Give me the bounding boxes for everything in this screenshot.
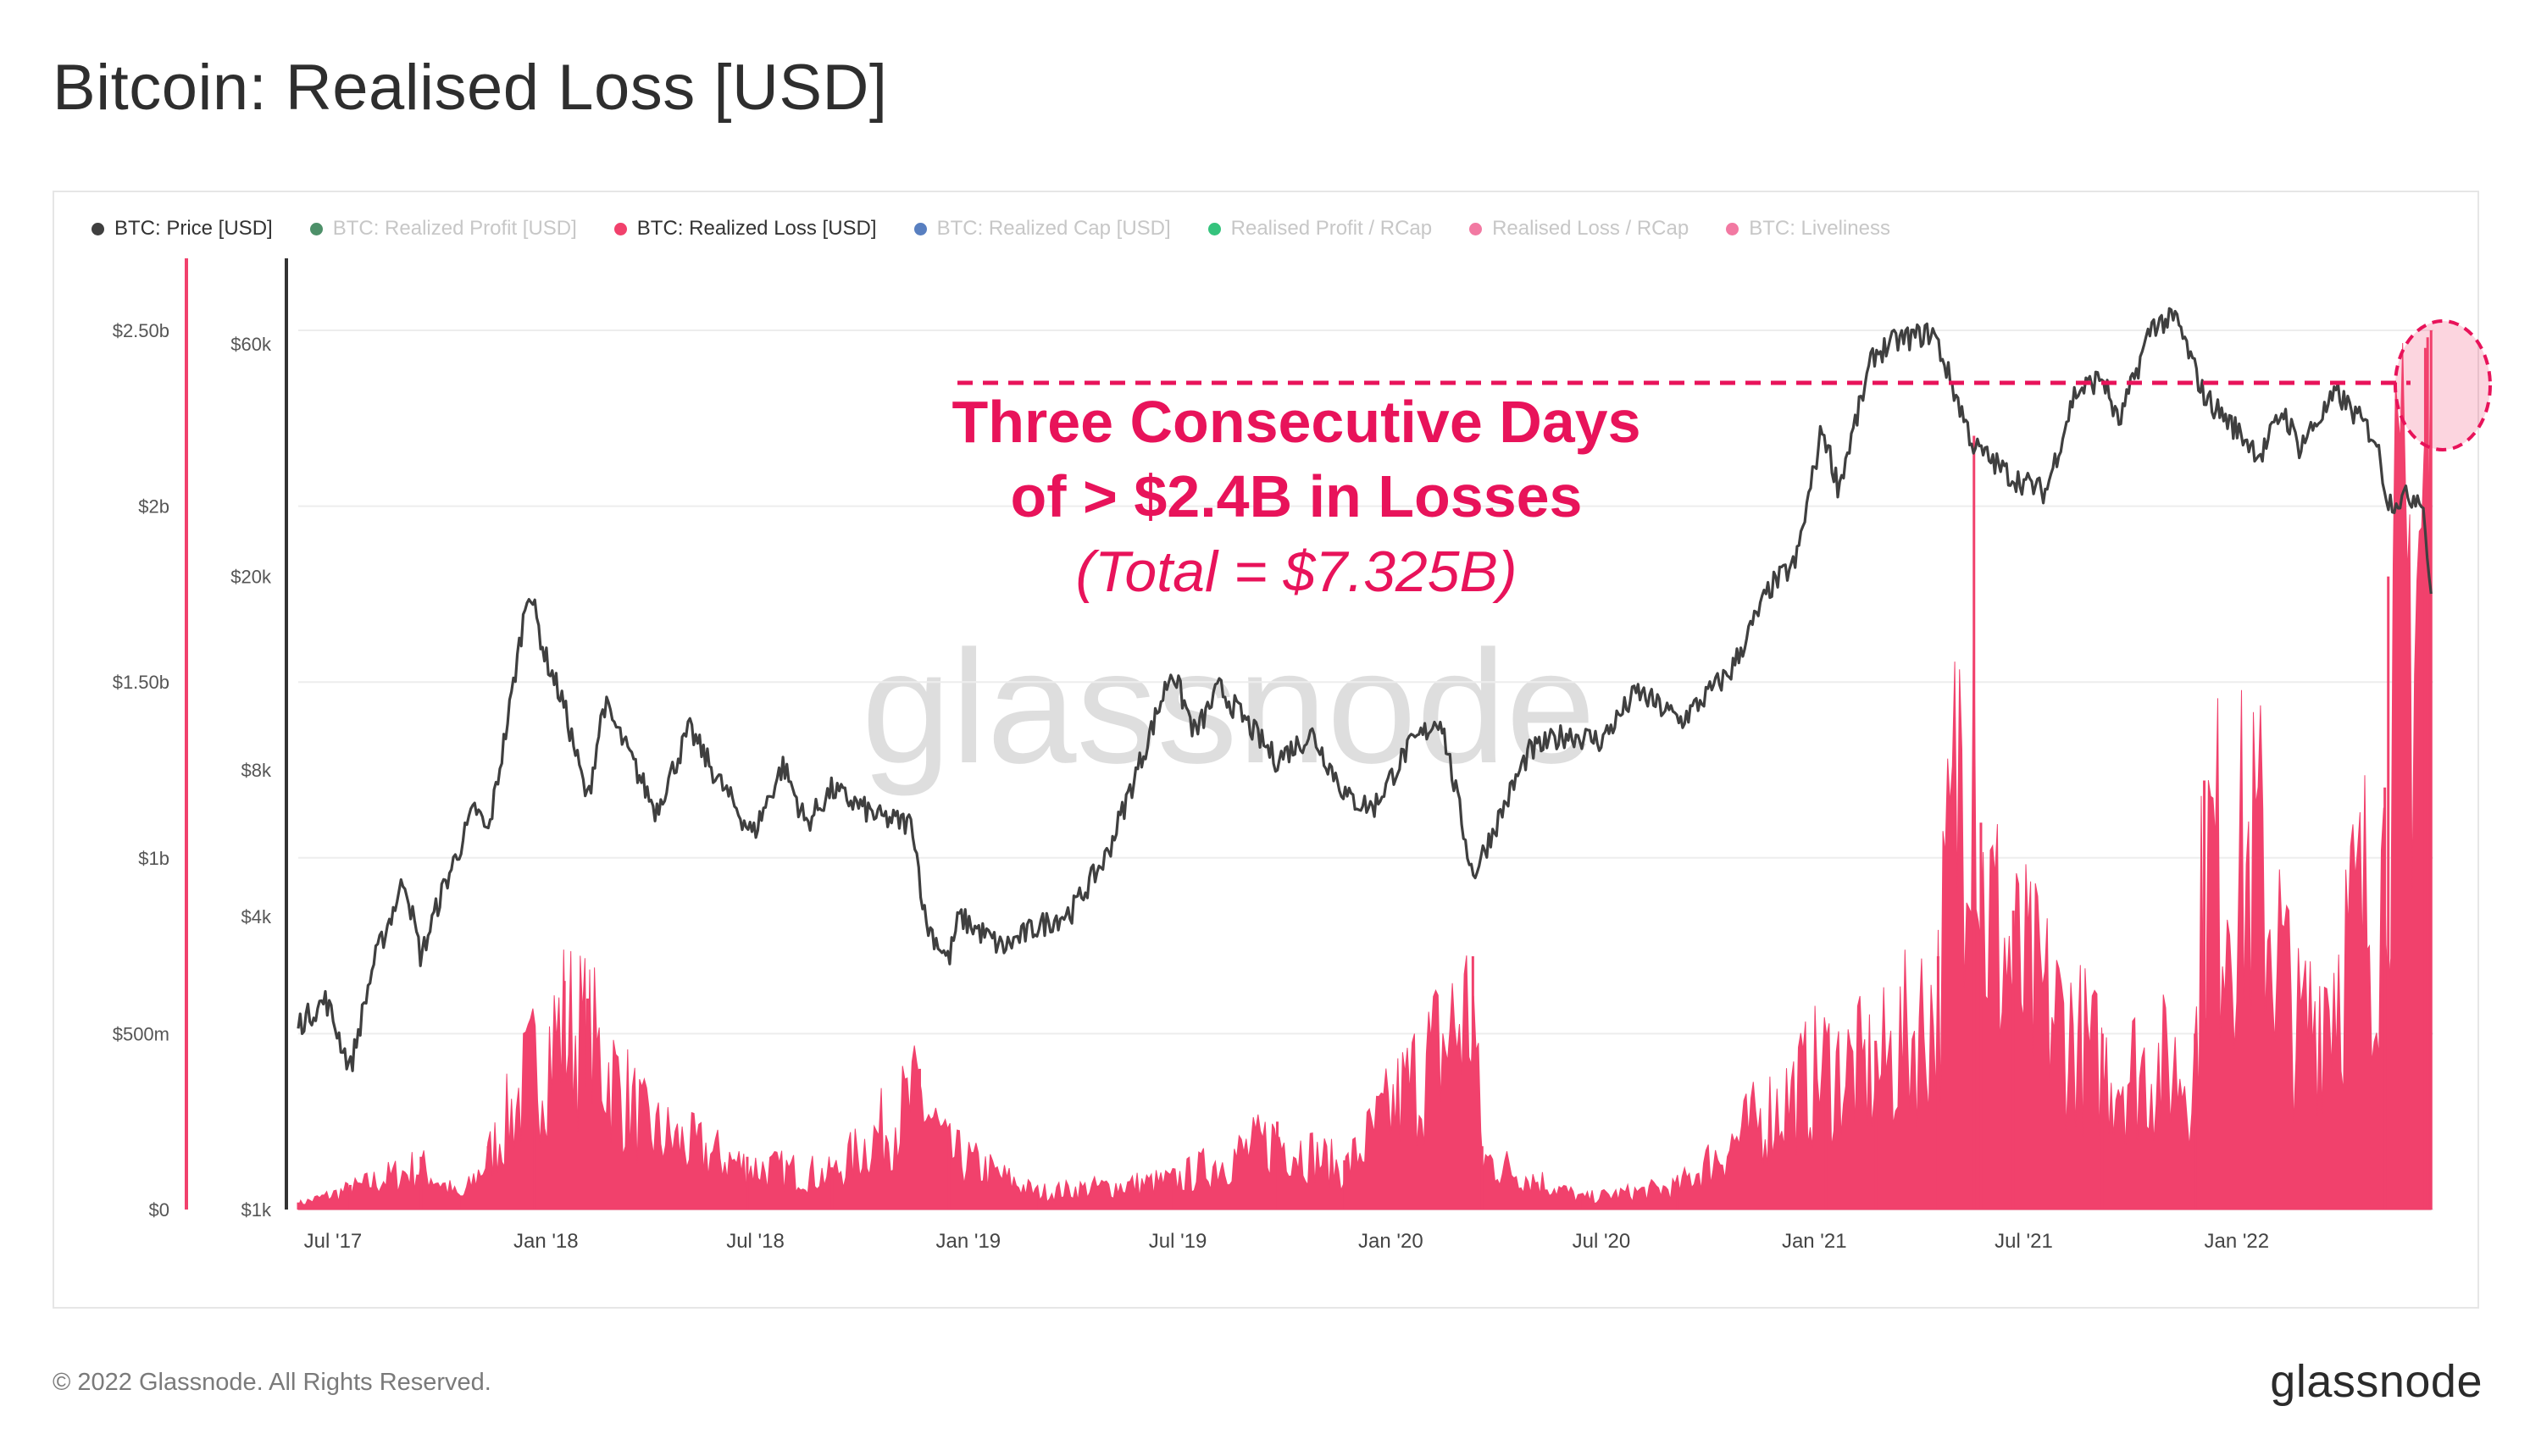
realized-loss-area: [297, 329, 2432, 1210]
left-axis-tick-label: $500m: [113, 1023, 169, 1044]
legend-label: Realised Profit / RCap: [1230, 217, 1433, 240]
footer-logo[interactable]: glassnode: [2270, 1356, 2483, 1407]
price-line-group: [297, 307, 2433, 1072]
legend-item-4[interactable]: Realised Profit / RCap: [1207, 217, 1433, 241]
left-axis-tick-label: $0: [149, 1199, 169, 1221]
legend-label: BTC: Realized Profit [USD]: [332, 217, 577, 240]
legend-item-0[interactable]: BTC: Price [USD]: [92, 217, 273, 241]
x-axis-tick-label: Jul '21: [1995, 1230, 2053, 1253]
annotation-line-1: Three Consecutive Days: [952, 389, 1640, 455]
x-axis-tick-label: Jan '20: [1358, 1230, 1423, 1253]
legend-item-6[interactable]: BTC: Liveliness: [1726, 217, 1890, 241]
x-axis-tick-label: Jul '19: [1149, 1230, 1207, 1253]
x-axis-tick-label: Jul '18: [726, 1230, 785, 1253]
x-axis-tick-label: Jan '19: [936, 1230, 1001, 1253]
left-axis-tick-label: $2.50b: [113, 320, 169, 341]
annotation-group: Three Consecutive Days of > $2.4B in Los…: [952, 319, 2492, 604]
legend-dot-icon: [1469, 222, 1483, 235]
right-axis-tick-label: $60k: [230, 334, 272, 355]
legend-dot-icon: [613, 222, 627, 235]
x-axis-tick-label: Jan '21: [1782, 1230, 1847, 1253]
right-axis-tick-label: $8k: [241, 760, 272, 781]
annotation-line-2: of > $2.4B in Losses: [1011, 463, 1583, 529]
left-axis-tick-label: $1b: [138, 848, 169, 869]
x-axis-tick-label: Jul '17: [304, 1230, 363, 1253]
legend-dot-icon: [1726, 222, 1739, 235]
legend-dot-icon: [913, 222, 927, 235]
legend-label: BTC: Realized Cap [USD]: [936, 217, 1171, 240]
right-axis-tick-label: $4k: [241, 906, 272, 927]
x-axis-tick-label: Jan '18: [513, 1230, 579, 1253]
legend-item-1[interactable]: BTC: Realized Profit [USD]: [309, 217, 577, 241]
legend-dot-icon: [1207, 222, 1221, 235]
left-axis-tick-label: $1.50b: [113, 672, 169, 693]
axes: $0 $500m $1b $1.50b $2b $2.50b $1k $4k $8k $20k $6…: [113, 258, 2269, 1253]
legend-item-5[interactable]: Realised Loss / RCap: [1469, 217, 1689, 241]
legend-label: BTC: Price [USD]: [114, 217, 273, 240]
x-axis-tick-label: Jan '22: [2204, 1230, 2269, 1253]
legend-label: Realised Loss / RCap: [1492, 217, 1689, 240]
realized-loss-area-group: [297, 329, 2433, 1210]
legend-dot-icon: [92, 222, 104, 235]
chart-legend: BTC: Price [USD] BTC: Realized Profit [US…: [92, 212, 2379, 246]
page-title: Bitcoin: Realised Loss [USD]: [53, 52, 888, 124]
footer-copyright: © 2022 Glassnode. All Rights Reserved.: [53, 1369, 491, 1396]
legend-item-3[interactable]: BTC: Realized Cap [USD]: [913, 217, 1171, 241]
annotation-line-3: (Total = $7.325B): [1075, 540, 1517, 604]
legend-item-2[interactable]: BTC: Realized Loss [USD]: [613, 217, 877, 241]
legend-label: BTC: Liveliness: [1749, 217, 1890, 240]
highlight-ellipse: [2394, 319, 2492, 451]
legend-label: BTC: Realized Loss [USD]: [636, 217, 877, 240]
x-axis-tick-label: Jul '20: [1573, 1230, 1631, 1253]
right-axis-tick-label: $1k: [241, 1199, 272, 1221]
legend-dot-icon: [309, 222, 323, 235]
left-axis-tick-label: $2b: [138, 496, 169, 518]
right-axis-tick-label: $20k: [230, 566, 272, 587]
price-line: [297, 307, 2433, 1072]
